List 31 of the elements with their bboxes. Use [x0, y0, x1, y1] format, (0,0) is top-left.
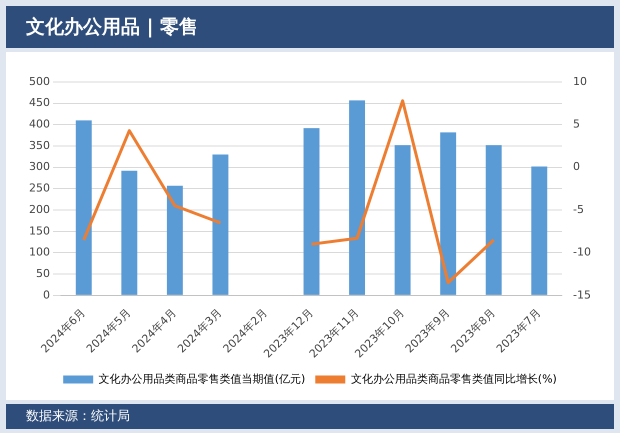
bar: [440, 132, 456, 295]
y2-tick-label: -15: [573, 288, 591, 302]
bar: [486, 145, 502, 295]
source-note: 数据来源：统计局: [6, 404, 614, 429]
y-tick-label: 450: [28, 96, 50, 110]
y-tick-label: 100: [28, 246, 50, 259]
legend-label: 文化办公用品类商品零售类值当期值(亿元): [98, 372, 306, 386]
legend-label: 文化办公用品类商品零售类值同比增长(%): [350, 372, 557, 386]
y2-tick-label: 10: [573, 74, 588, 88]
y2-tick-label: 5: [573, 118, 580, 131]
y-tick-label: 200: [28, 202, 50, 216]
y-tick-label: 300: [28, 160, 50, 174]
y-tick-label: 150: [28, 224, 50, 238]
y2-tick-label: -5: [573, 202, 584, 216]
bar: [76, 120, 92, 295]
y-tick-label: 0: [42, 288, 50, 302]
bar: [394, 145, 411, 295]
y-tick-label: 250: [28, 182, 50, 195]
y-tick-label: 400: [28, 118, 50, 131]
bar: [121, 170, 138, 295]
bar: [304, 128, 320, 295]
bar: [349, 100, 366, 295]
y2-tick-label: 0: [573, 160, 580, 174]
y-tick-label: 500: [28, 74, 50, 88]
bar: [531, 166, 548, 295]
y-tick-label: 350: [28, 138, 50, 152]
bar: [212, 154, 228, 295]
chart-title: 文化办公用品 | 零售: [6, 6, 614, 48]
y-tick-label: 50: [36, 266, 50, 280]
y2-tick-label: -10: [573, 246, 591, 259]
bar: [166, 186, 183, 295]
